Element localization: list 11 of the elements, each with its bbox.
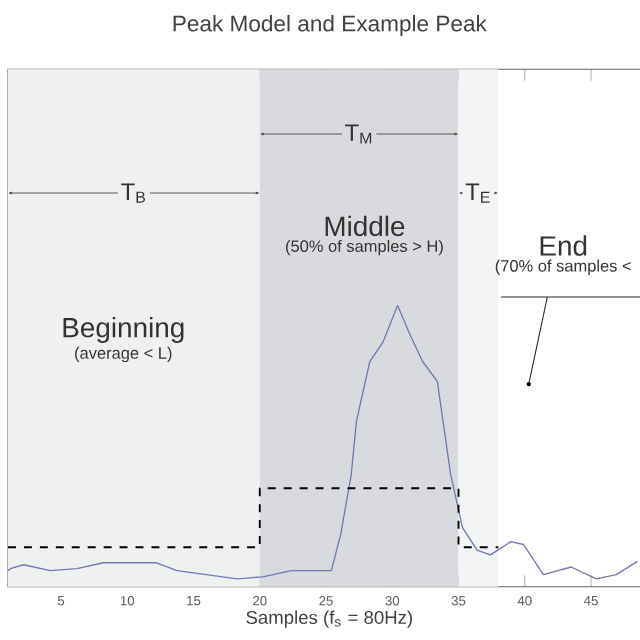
text: (50% of samples > H) <box>286 239 443 256</box>
text: T$_{B}$ <box>121 183 145 203</box>
text: (70% of samples < <box>495 259 631 275</box>
x-axis-title: Samples (f$_{s}$ = 80Hz) <box>246 610 412 628</box>
annotation: (average < L) <box>75 346 172 363</box>
chart-title: Peak Model and Example Peak <box>173 14 487 36</box>
band-label: Beginning <box>63 317 184 344</box>
band-label: Middle <box>325 215 405 237</box>
band-label: End <box>540 235 587 256</box>
text: T$_{M}$ <box>345 124 372 144</box>
text: T$_{E}$ <box>465 183 490 203</box>
